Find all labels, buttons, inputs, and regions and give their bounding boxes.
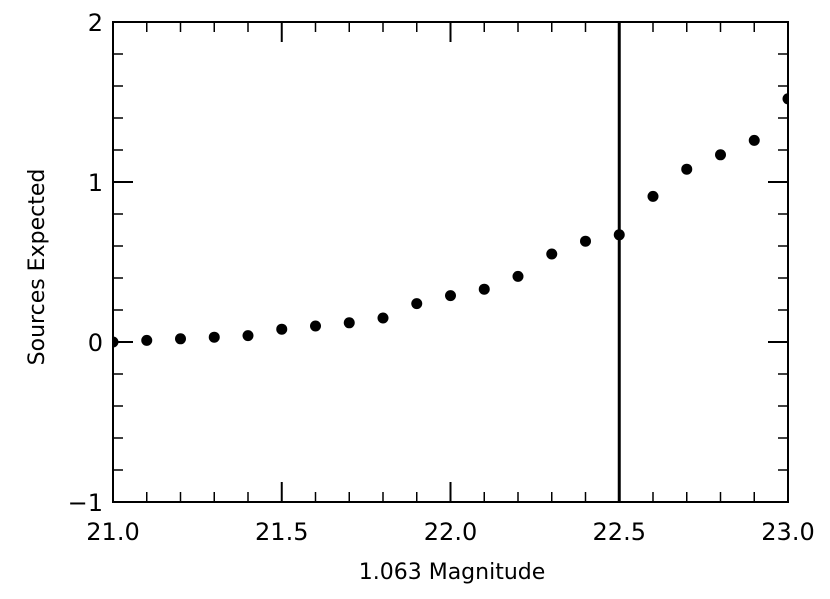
x-axis-label: 1.063 Magnitude bbox=[359, 560, 546, 585]
y-tick-labels: −1 0 1 2 bbox=[68, 9, 103, 517]
y-axis-label: Sources Expected bbox=[25, 169, 50, 366]
data-point bbox=[681, 163, 693, 175]
data-point bbox=[242, 330, 254, 342]
data-point bbox=[411, 298, 423, 310]
data-point bbox=[310, 320, 321, 332]
data-point bbox=[613, 229, 625, 241]
data-point bbox=[113, 336, 119, 348]
x-tick-labels: 21.0 21.5 22.0 22.5 23.0 bbox=[86, 518, 814, 546]
major-ticks bbox=[112, 21, 789, 503]
data-point bbox=[276, 323, 288, 335]
data-points bbox=[113, 93, 788, 348]
data-point bbox=[546, 248, 558, 260]
data-point bbox=[512, 270, 524, 282]
data-point bbox=[343, 317, 355, 329]
data-point bbox=[445, 290, 456, 302]
x-tick-label: 22.0 bbox=[424, 518, 477, 546]
data-point bbox=[377, 312, 389, 324]
data-point bbox=[208, 331, 220, 343]
x-tick-label: 21.5 bbox=[255, 518, 308, 546]
y-tick-label: 1 bbox=[88, 169, 103, 197]
y-tick-label: 0 bbox=[88, 329, 103, 357]
data-point bbox=[647, 190, 659, 202]
plot-frame bbox=[112, 21, 789, 503]
y-tick-label: 2 bbox=[88, 9, 103, 37]
data-point bbox=[175, 333, 186, 345]
data-point bbox=[580, 235, 591, 247]
x-tick-label: 23.0 bbox=[761, 518, 814, 546]
y-tick-label: −1 bbox=[68, 489, 103, 517]
x-tick-label: 21.0 bbox=[86, 518, 139, 546]
data-point bbox=[141, 334, 153, 346]
data-point bbox=[782, 93, 788, 105]
minor-ticks bbox=[112, 21, 789, 503]
data-point bbox=[748, 134, 760, 146]
data-point bbox=[715, 149, 726, 161]
x-tick-label: 22.5 bbox=[593, 518, 646, 546]
data-point bbox=[478, 283, 490, 295]
